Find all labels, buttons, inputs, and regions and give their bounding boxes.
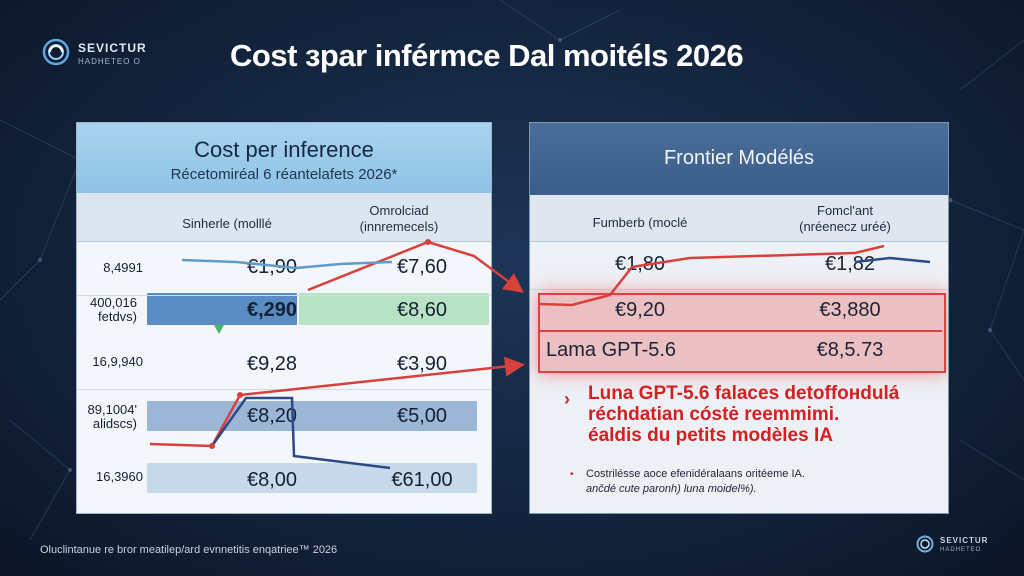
row-value-b: €8,5.73 bbox=[816, 339, 884, 361]
note-line-1: Luna GPT-5.6 falaces detoffoнdulá bbox=[588, 383, 900, 404]
row-label: 400,016 fetdvs) bbox=[90, 295, 137, 324]
row-value-a: €1,90 bbox=[246, 256, 298, 278]
row-value-b: €1,82 bbox=[824, 253, 876, 275]
left-column-header: Sinherle (molllé Omrolciad (innremecels) bbox=[77, 193, 491, 242]
row-value-b: €7,60 bbox=[396, 256, 448, 278]
row-value-a: €1,80 bbox=[614, 253, 666, 275]
row-value-b: €61,00 bbox=[391, 469, 453, 491]
left-col-b-header-line2: (innremecels) bbox=[359, 219, 439, 234]
right-col-b-header-line2: (nréenecz uréé) bbox=[799, 219, 891, 234]
row-value-a: €8,20 bbox=[246, 405, 298, 427]
brand-tagline: HADHETEO O bbox=[78, 57, 141, 66]
left-table-subtitle: Récetomiréal 6 réantelafets 2026* bbox=[170, 166, 398, 183]
right-table-title: Frontier Modélés bbox=[663, 147, 815, 169]
row-label: 8,4991 bbox=[103, 260, 143, 275]
note-line-2: réchdatian cóstė reemmimi. bbox=[588, 404, 840, 425]
footer-caption: Oluclintanue re bror meatilep/ard evnnet… bbox=[40, 544, 338, 556]
table-row: 8,4991 €1,90 €7,60 bbox=[77, 241, 491, 296]
left-cost-table: Cost per inference Récetomiréal 6 réante… bbox=[76, 122, 492, 514]
table-row: 16,3960 €8,00 €61,00 bbox=[77, 457, 491, 511]
right-frontier-table: Frontier Modélés Fumberb (moclé Fomcl'an… bbox=[529, 122, 949, 514]
right-col-b-header: Fomcl'ant (nréenecz uréé) bbox=[750, 203, 940, 235]
table-row: 16,9,940 €9,28 €3,90 bbox=[77, 335, 491, 390]
left-col-a-header: Sinherle (molllé bbox=[182, 216, 272, 231]
row-highlight-green bbox=[299, 293, 489, 325]
row-value-a: €9,28 bbox=[246, 353, 298, 375]
right-table-header bbox=[530, 123, 948, 195]
left-table-header bbox=[77, 123, 491, 193]
chevron-right-icon: › bbox=[564, 389, 570, 409]
row-value-a: €8,00 bbox=[246, 469, 298, 491]
note-line-3: éaldis du petits modèles IA bbox=[588, 425, 833, 446]
footer-brand-tagline: HADHETEO bbox=[940, 547, 982, 553]
left-col-b-header-line1: Omrolciad bbox=[369, 203, 429, 218]
table-row: 400,016 fetdvs) €,290 €8,60 bbox=[77, 295, 491, 331]
brand-logo-icon bbox=[42, 38, 70, 66]
right-col-a-header: Fumberb (moclé bbox=[592, 215, 688, 230]
footnote-line-2: ančdé cute paronh) luna moidel%). bbox=[586, 483, 757, 495]
footnote: Costrilésse aoce efenidéralaans oritéeme… bbox=[586, 467, 926, 497]
highlight-model-name: Lama GPT-5.6 bbox=[546, 339, 677, 361]
row-label: 16,3960 bbox=[96, 469, 143, 484]
row-value-a: €9,20 bbox=[614, 299, 666, 321]
row-label: 89,1004' alidscs) bbox=[87, 402, 137, 431]
row-value-b: €8,60 bbox=[396, 299, 448, 321]
table-row: €1,80 €1,82 bbox=[530, 241, 948, 290]
right-column-header: Fumberb (moclé Fomcl'ant (nréenecz uréé) bbox=[530, 195, 948, 242]
left-table-title: Cost per inference bbox=[194, 137, 374, 162]
footer-brand-name: SEVICTUR bbox=[940, 536, 989, 545]
footnote-line-1: Costrilésse aoce efenidéralaans oritéeme… bbox=[586, 468, 805, 480]
row-value-b: €5,00 bbox=[396, 405, 448, 427]
highlight-note: Luna GPT-5.6 falaces detoffoнdulá réchda… bbox=[588, 383, 938, 446]
brand-name: SEVICTUR bbox=[78, 41, 147, 55]
highlight-divider bbox=[538, 330, 942, 332]
row-label: 16,9,940 bbox=[92, 354, 143, 369]
row-value-a: €,290 bbox=[246, 299, 298, 321]
table-row: 89,1004' alidscs) €8,20 €5,00 bbox=[77, 393, 491, 437]
row-highlight-blue bbox=[147, 293, 297, 325]
row-value-b: €3,90 bbox=[396, 353, 448, 375]
bullet-icon: • bbox=[570, 469, 574, 480]
footer-logo-icon bbox=[916, 535, 934, 553]
left-col-b-header: Omrolciad (innremecels) bbox=[309, 203, 489, 235]
highlight-box bbox=[538, 293, 946, 373]
right-col-b-header-line1: Fomcl'ant bbox=[817, 203, 873, 218]
page-title: Cost зpar inférmce Dal moitéls 2026 bbox=[230, 38, 744, 73]
row-value-b: €3,880 bbox=[819, 299, 881, 321]
